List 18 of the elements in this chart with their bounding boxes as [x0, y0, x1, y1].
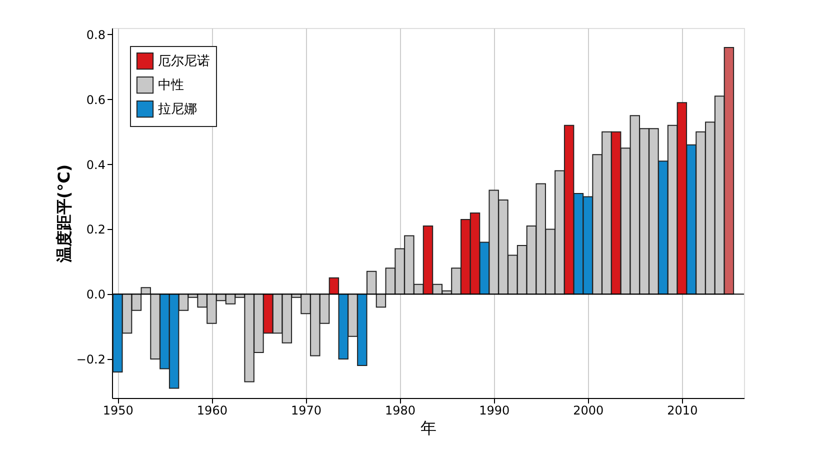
legend-label: 中性 — [158, 78, 184, 93]
y-tick-label: 0.2 — [86, 222, 106, 237]
x-tick-label: 1980 — [385, 404, 416, 418]
x-axis-title: 年 — [420, 418, 436, 438]
x-tick-label: 1970 — [290, 404, 322, 418]
x-tick-label: 2010 — [667, 404, 698, 418]
y-axis-title: 温度距平(°C) — [54, 164, 74, 264]
y-tick-label: 0.0 — [86, 288, 106, 302]
y-tick-label: −0.2 — [76, 352, 106, 367]
x-tick-label: 1960 — [196, 404, 228, 418]
x-tick-label: 2000 — [573, 404, 604, 418]
y-tick-label: 0.4 — [86, 158, 106, 172]
y-tick-label: 0.6 — [86, 92, 106, 107]
y-tick-label: 0.8 — [86, 28, 106, 42]
legend-label: 拉尼娜 — [158, 102, 197, 117]
x-tick-label: 1990 — [479, 404, 510, 418]
x-tick-label: 1950 — [102, 404, 134, 418]
legend-label: 厄尔尼诺 — [158, 54, 210, 69]
